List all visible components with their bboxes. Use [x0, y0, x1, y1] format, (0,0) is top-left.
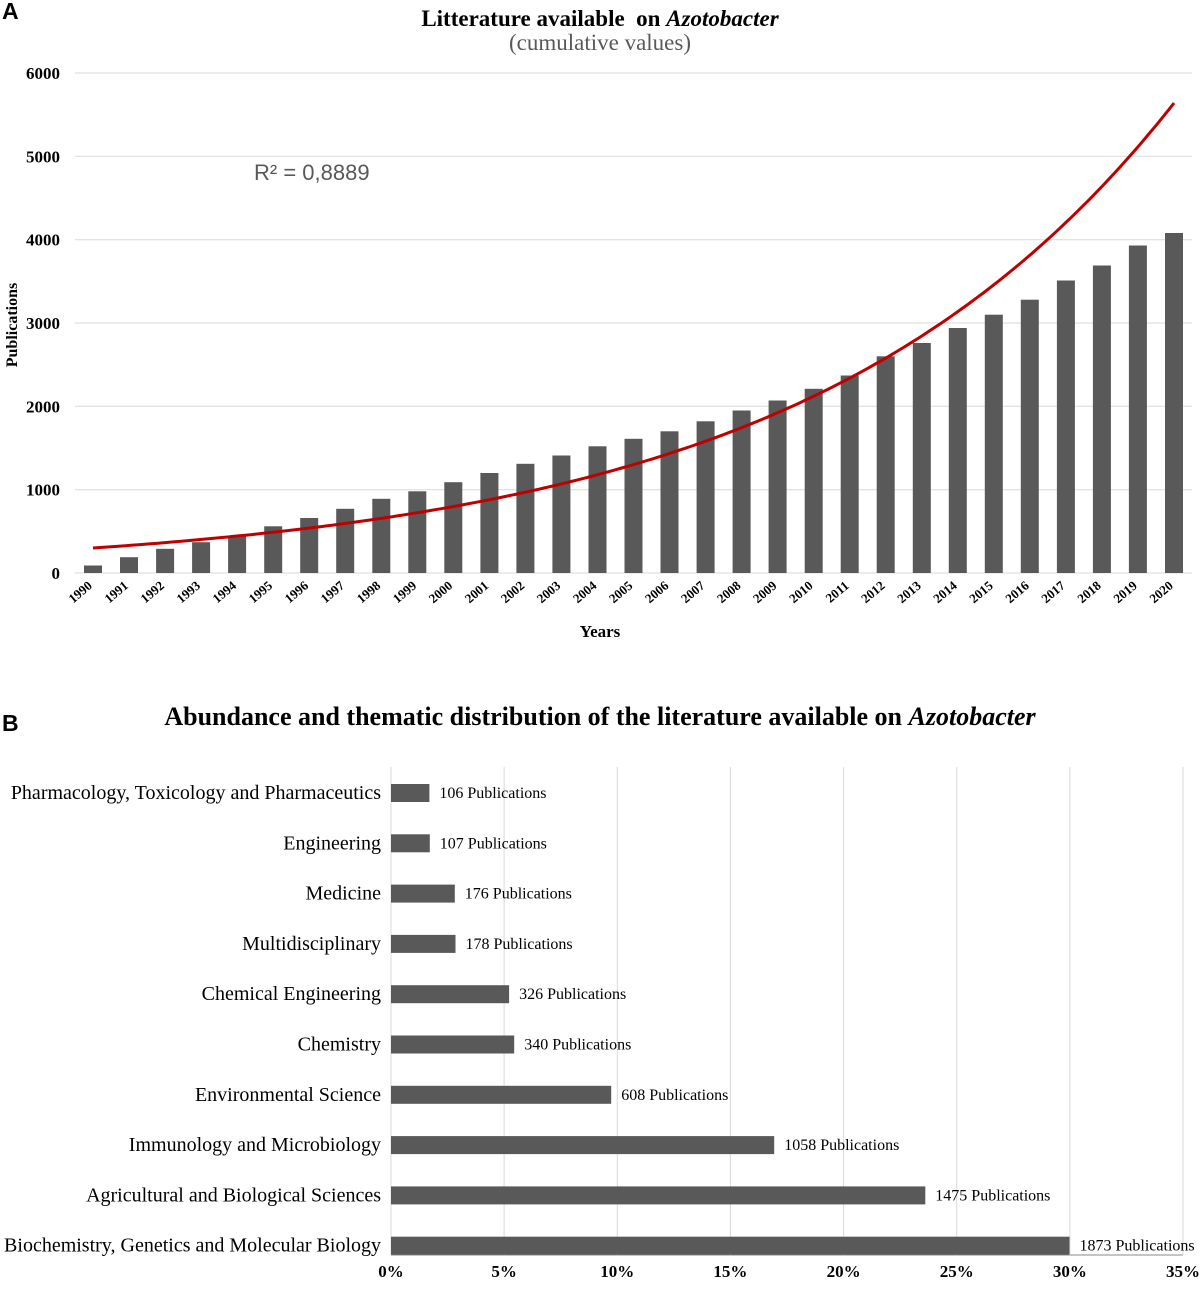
svg-text:Pharmacology, Toxicology and P: Pharmacology, Toxicology and Pharmaceuti… [11, 782, 381, 804]
svg-text:5%: 5% [491, 1262, 517, 1281]
svg-text:106 Publications: 106 Publications [439, 785, 546, 802]
svg-text:Multidisciplinary: Multidisciplinary [242, 933, 381, 955]
svg-text:0%: 0% [378, 1262, 404, 1281]
svg-text:1475 Publications: 1475 Publications [935, 1187, 1050, 1204]
svg-text:35%: 35% [1166, 1262, 1200, 1281]
svg-text:Chemistry: Chemistry [298, 1034, 381, 1056]
svg-text:Engineering: Engineering [283, 832, 381, 854]
svg-text:20%: 20% [827, 1262, 861, 1281]
svg-text:Environmental Science: Environmental Science [195, 1084, 381, 1106]
svg-text:1058 Publications: 1058 Publications [784, 1137, 899, 1154]
svg-text:10%: 10% [600, 1262, 634, 1281]
svg-text:Chemical Engineering: Chemical Engineering [202, 983, 381, 1005]
svg-text:25%: 25% [940, 1262, 974, 1281]
svg-text:176 Publications: 176 Publications [465, 886, 572, 903]
svg-text:15%: 15% [713, 1262, 747, 1281]
svg-text:178 Publications: 178 Publications [466, 936, 573, 953]
svg-text:30%: 30% [1053, 1262, 1087, 1281]
svg-text:1873 Publications: 1873 Publications [1080, 1238, 1195, 1255]
svg-text:Medicine: Medicine [305, 883, 381, 905]
svg-text:Agricultural and Biological Sc: Agricultural and Biological Sciences [86, 1184, 381, 1206]
svg-text:608 Publications: 608 Publications [621, 1087, 728, 1104]
svg-text:326 Publications: 326 Publications [519, 986, 626, 1003]
svg-text:Immunology and Microbiology: Immunology and Microbiology [129, 1134, 381, 1156]
svg-text:107 Publications: 107 Publications [440, 835, 547, 852]
svg-text:340 Publications: 340 Publications [524, 1037, 631, 1054]
svg-text:Biochemistry, Genetics and Mol: Biochemistry, Genetics and Molecular Bio… [4, 1235, 381, 1257]
